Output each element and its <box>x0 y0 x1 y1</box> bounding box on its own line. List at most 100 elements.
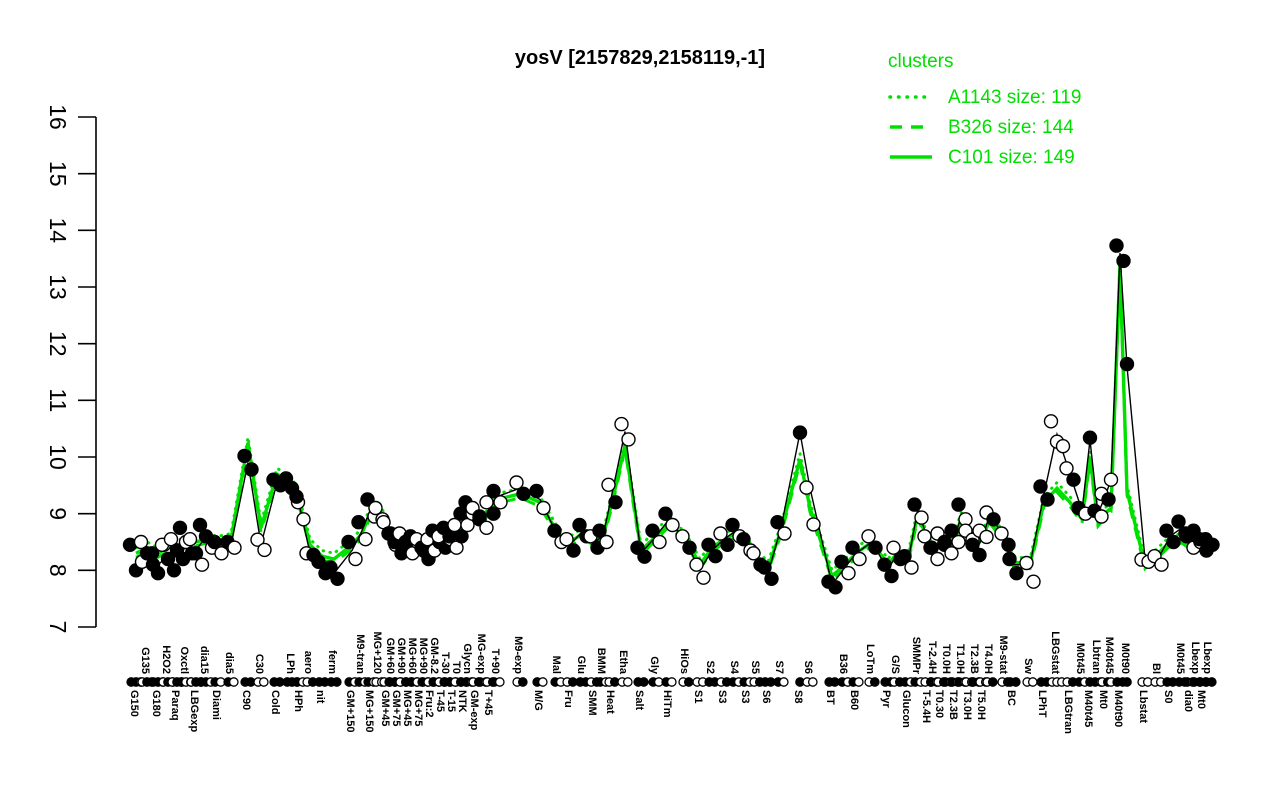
data-point-open <box>599 534 614 550</box>
data-point-filled <box>289 489 304 504</box>
x-axis-label-bottom: T+45 <box>482 690 494 715</box>
sample-marker <box>537 677 548 687</box>
x-axis-label-bottom: nit <box>314 690 326 704</box>
x-axis-label-top: S6 <box>802 661 814 674</box>
data-point-filled <box>1040 492 1055 507</box>
data-point-filled <box>937 534 952 550</box>
data-point-open <box>886 540 901 555</box>
sample-marker <box>1027 677 1038 687</box>
x-axis-label-top: BI <box>1150 663 1162 674</box>
sample-marker <box>987 677 998 687</box>
legend-entry-a1143: A1143 size: 119 <box>948 87 1081 108</box>
data-point-filled <box>884 568 899 584</box>
data-point-open <box>621 432 636 447</box>
sample-marker <box>1010 677 1021 687</box>
x-axis-label-top: MG+90 <box>417 638 429 674</box>
x-axis-label-top: T0 <box>450 661 462 674</box>
data-point-filled <box>311 554 326 569</box>
x-axis-label-bottom: GM+45 <box>379 690 391 726</box>
data-point-filled <box>516 486 531 501</box>
x-axis-label-bottom: LBGexp <box>188 690 200 732</box>
data-point-filled <box>637 549 652 564</box>
x-axis-label-bottom: LPhT <box>1036 690 1048 718</box>
data-point-filled <box>868 540 883 555</box>
data-point-open <box>1043 414 1059 429</box>
x-axis-label-top: M40t45 <box>1103 637 1115 674</box>
x-axis-label-bottom: Cold <box>269 690 281 714</box>
x-axis-label-bottom: G150 <box>128 690 140 717</box>
data-point-filled <box>951 497 966 512</box>
data-point-filled <box>725 517 740 533</box>
x-axis-label-bottom: S6 <box>760 690 772 703</box>
plot-area: 7 8 9 10 11 12 13 14 15 16 G150 G135 G180 H2O2 Paraq Ox… <box>45 104 1220 734</box>
x-axis-label-top: M9-exp <box>512 636 524 674</box>
data-point-open <box>914 510 929 525</box>
data-point-open <box>689 557 704 572</box>
x-axis-label-bottom: Mt0 <box>1195 690 1207 709</box>
x-axis-label-bottom: Pyr <box>880 690 892 708</box>
x-axis-label-bottom: MG+75 <box>412 690 424 726</box>
data-point-open <box>296 512 311 527</box>
x-axis-label-bottom: Lbstat <box>1137 690 1149 723</box>
data-point-open <box>861 529 876 544</box>
data-point-open <box>852 551 867 567</box>
x-axis-label-top: H2O2 <box>160 645 172 674</box>
x-axis-label-bottom: HiTm <box>661 690 673 718</box>
x-axis-label-top: GM+60 <box>384 638 396 674</box>
x-axis-label-top: LPh <box>284 653 296 674</box>
data-point-open <box>1154 557 1169 572</box>
x-axis-label-bottom: S3 <box>716 690 728 703</box>
x-axis-label-bottom: LBGtran <box>1062 690 1074 734</box>
data-point-filled <box>1066 472 1081 487</box>
data-point-open <box>614 416 629 432</box>
legend: clusters A1143 size: 119 B326 size: 144 … <box>888 51 1081 168</box>
x-axis-label-top: LBGstat <box>1049 631 1061 674</box>
data-point-filled <box>828 580 843 595</box>
sample-marker <box>869 677 880 687</box>
data-point-open <box>799 480 814 495</box>
y-tick-label: 14 <box>45 218 71 244</box>
data-point-open <box>214 546 229 561</box>
sample-marker <box>1122 677 1132 687</box>
data-point-open <box>163 532 179 547</box>
data-point-open <box>194 557 210 572</box>
x-axis-label-bottom: Mt0 <box>1097 690 1109 709</box>
x-axis-label-top: SMMPr <box>910 637 922 675</box>
x-axis-label-top: M9-tran <box>354 634 366 674</box>
x-axis-label-top: T-30 <box>439 652 451 674</box>
x-axis-label-top: M0t90 <box>1119 643 1131 674</box>
data-point-filled <box>897 549 912 564</box>
data-point-filled <box>1082 430 1098 445</box>
data-point-filled <box>150 566 166 581</box>
sample-marker <box>228 677 239 687</box>
data-point-filled <box>572 517 587 533</box>
sample-marker <box>666 677 677 687</box>
data-point-open <box>841 566 856 581</box>
x-axis-label-top: dia5 <box>223 652 235 674</box>
x-axis-label-bottom: T3.0H <box>961 690 973 720</box>
data-point-filled <box>764 571 779 586</box>
data-point-filled <box>351 515 366 530</box>
x-axis-label-top: T2.3B <box>968 644 980 674</box>
data-point-filled <box>608 495 623 510</box>
data-point-filled <box>965 537 980 552</box>
data-point-filled <box>986 512 1001 527</box>
data-point-open <box>479 520 494 535</box>
y-tick-label: 10 <box>45 444 71 470</box>
data-point-filled <box>486 483 501 499</box>
data-point-filled <box>1171 514 1186 529</box>
x-axis-label-top: M0t45 <box>1074 643 1086 674</box>
data-point-filled <box>172 520 188 535</box>
x-axis-label-bottom: GM-exp <box>468 690 480 731</box>
data-point-filled <box>160 551 176 567</box>
x-axis-label-bottom: NTK <box>456 690 468 713</box>
data-point-filled <box>792 425 808 440</box>
data-point-open <box>979 529 994 545</box>
data-point-filled <box>1101 492 1116 507</box>
data-point-filled <box>244 462 259 477</box>
x-axis-label-bottom: HPh <box>292 690 304 712</box>
data-point-open <box>601 477 616 492</box>
data-point-open <box>509 475 524 490</box>
data-point-filled <box>529 483 544 499</box>
